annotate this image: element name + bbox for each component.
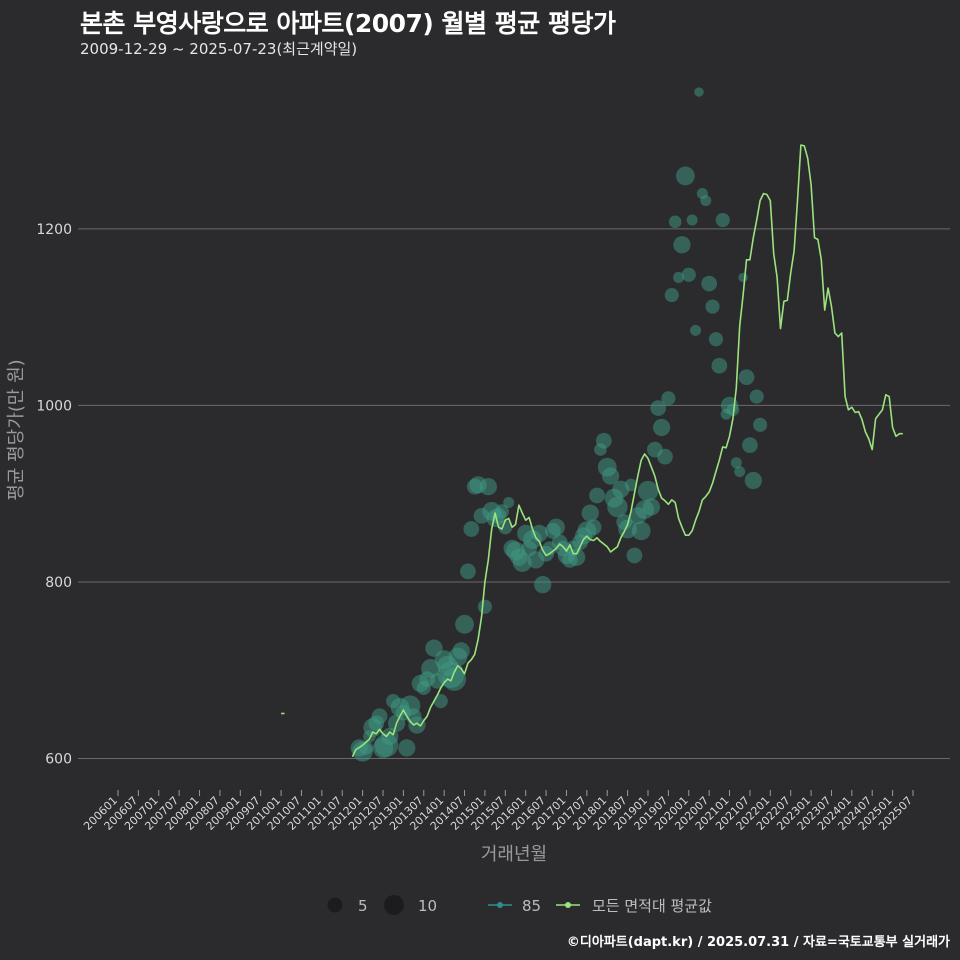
bubble-point bbox=[589, 487, 605, 504]
bubble-point bbox=[534, 575, 552, 594]
bubble-point bbox=[494, 504, 509, 519]
bubble-point bbox=[607, 496, 628, 518]
legend-size-5-label: 5 bbox=[358, 897, 368, 915]
bubble-point bbox=[753, 417, 768, 432]
chart-subtitle: 2009-12-29 ~ 2025-07-23(최근계약일) bbox=[80, 40, 358, 58]
bubble-point bbox=[498, 520, 513, 535]
bubble-point bbox=[624, 478, 638, 492]
bubble-point bbox=[442, 667, 467, 691]
bubble-layer bbox=[350, 87, 768, 762]
legend-average-label: 모든 면적대 평균값 bbox=[592, 897, 712, 915]
bubble-point bbox=[637, 480, 659, 502]
bubble-point bbox=[408, 716, 426, 734]
bubble-point bbox=[700, 195, 712, 207]
bubble-point bbox=[742, 437, 758, 454]
line-layer bbox=[281, 144, 903, 758]
bubble-point bbox=[650, 400, 667, 416]
bubble-point bbox=[661, 391, 676, 406]
bubble-point bbox=[705, 299, 720, 314]
bubble-point bbox=[681, 267, 696, 282]
bubble-point bbox=[626, 547, 643, 564]
bubble-point bbox=[452, 642, 470, 660]
bubble-point bbox=[595, 432, 612, 449]
bubble-point bbox=[642, 498, 661, 516]
legend-85-label: 85 bbox=[522, 897, 541, 915]
bubble-point bbox=[503, 497, 515, 509]
footer-credit: ©디아파트(dapt.kr) / 2025.07.31 / 자료=국토교통부 실… bbox=[566, 935, 950, 950]
bubble-point bbox=[421, 659, 440, 678]
y-tick-label: 1000 bbox=[36, 398, 72, 414]
bubble-point bbox=[711, 357, 728, 374]
bubble-point bbox=[673, 271, 685, 283]
legend-size-5-marker bbox=[327, 897, 343, 913]
bubble-point bbox=[734, 466, 746, 478]
bubble-point bbox=[463, 521, 480, 537]
bubble-point bbox=[749, 389, 764, 404]
chart-title: 본촌 부영사랑으로 아파트(2007) 월별 평균 평당가 bbox=[80, 9, 616, 38]
bubble-point bbox=[694, 87, 704, 97]
bubble-point bbox=[398, 739, 416, 757]
bubble-point bbox=[730, 457, 742, 469]
bubble-point bbox=[673, 236, 691, 254]
bubble-point bbox=[675, 166, 695, 186]
bubble-point bbox=[581, 504, 599, 522]
legend-size-10-marker bbox=[384, 895, 404, 915]
average-line-segment bbox=[351, 144, 903, 758]
bubble-point bbox=[477, 599, 493, 614]
bubble-point bbox=[433, 694, 448, 709]
bubble-point bbox=[455, 614, 474, 634]
bubble-point bbox=[371, 708, 388, 725]
bubble-point bbox=[664, 288, 679, 303]
legend: 5 10 85 모든 면적대 평균값 bbox=[327, 895, 712, 915]
bubble-point bbox=[601, 467, 620, 485]
bubble-point bbox=[479, 478, 497, 496]
legend-average-marker bbox=[565, 902, 571, 908]
bubble-point bbox=[631, 521, 651, 541]
x-axis-title: 거래년월 bbox=[481, 844, 547, 865]
bubble-point bbox=[512, 553, 532, 572]
bubble-point bbox=[738, 369, 755, 386]
bubble-point bbox=[708, 332, 724, 347]
grid-layer bbox=[78, 228, 950, 760]
y-tick-label: 600 bbox=[45, 752, 72, 768]
bubble-point bbox=[715, 212, 730, 228]
bubble-point bbox=[585, 519, 602, 536]
bubble-point bbox=[726, 403, 740, 417]
bubble-point bbox=[738, 272, 748, 283]
bubble-point bbox=[657, 448, 673, 465]
bubble-point bbox=[701, 275, 718, 292]
y-tick-label: 1200 bbox=[36, 222, 72, 238]
legend-size-10-label: 10 bbox=[418, 897, 437, 915]
y-axis-title: 평균 평당가(만 원) bbox=[6, 359, 27, 500]
x-axis: 2006012006072007012007072008012008072009… bbox=[81, 790, 915, 833]
bubble-point bbox=[652, 418, 671, 437]
bubble-point bbox=[668, 215, 682, 229]
bubble-point bbox=[686, 214, 698, 226]
legend-85-marker bbox=[497, 902, 503, 908]
y-tick-label: 800 bbox=[45, 575, 72, 591]
bubble-point bbox=[530, 524, 548, 543]
y-axis: 600 800 1000 1200 bbox=[36, 222, 72, 768]
bubble-point bbox=[547, 518, 565, 536]
bubble-point bbox=[568, 548, 586, 566]
bubble-point bbox=[460, 563, 476, 580]
bubble-point bbox=[744, 471, 762, 490]
bubble-point bbox=[690, 324, 702, 336]
